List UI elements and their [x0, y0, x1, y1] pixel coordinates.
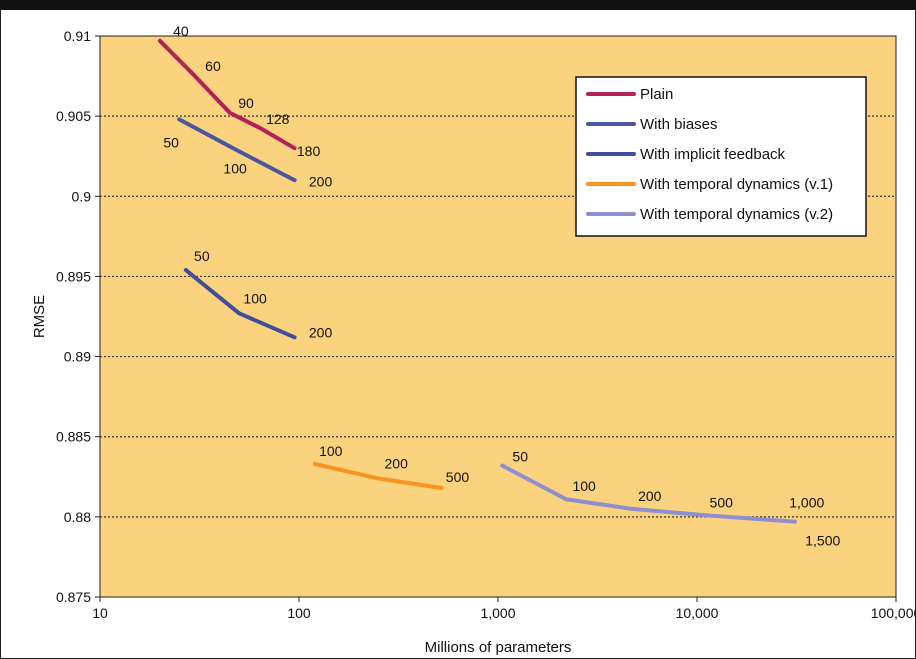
point-labels: 40 60 90 128 180 50 100 200 50 100 200 100 200 500 50 1…	[163, 23, 840, 549]
y-tick-label: 0.895	[56, 268, 91, 284]
y-tick-label: 0.9	[72, 188, 92, 204]
series-lines	[157, 38, 797, 524]
y-tick-label: 0.885	[56, 429, 91, 445]
data-point-label: 1,500	[805, 533, 840, 549]
data-point-label: 50	[512, 449, 528, 465]
data-point-label: 200	[309, 324, 333, 340]
data-point-label: 180	[297, 143, 321, 159]
x-tick-label: 10,000	[676, 605, 719, 621]
legend-entry: With temporal dynamics (v.2)	[640, 206, 833, 223]
data-point-label: 40	[173, 23, 189, 39]
data-point-label: 500	[446, 469, 470, 485]
x-tick-label: 100,000	[871, 605, 916, 621]
y-tick-label: 0.91	[64, 28, 91, 44]
x-axis-label: Millions of parameters	[425, 639, 572, 656]
data-point-label: 200	[309, 173, 333, 189]
data-point-label: 500	[710, 494, 734, 510]
data-point-label: 200	[638, 488, 662, 504]
data-point-label: 100	[243, 290, 267, 306]
y-tick-label: 0.89	[64, 349, 91, 365]
legend-entry: With temporal dynamics (v.1)	[640, 176, 833, 193]
series-line	[157, 38, 297, 151]
legend-entry: With biases	[640, 116, 718, 133]
legend-entry: Plain	[640, 86, 673, 103]
series-line	[177, 117, 297, 183]
data-point-label: 50	[163, 134, 179, 150]
data-point-label: 90	[238, 95, 254, 111]
x-tick-label: 10	[92, 605, 108, 621]
data-point-label: 100	[319, 443, 343, 459]
axes: 0.875 0.88 0.885 0.89 0.895 0.9 0.905 0.91 10 100…	[56, 28, 916, 621]
data-point-label: 100	[572, 478, 596, 494]
x-tick-label: 100	[287, 605, 311, 621]
data-point-label: 200	[385, 455, 409, 471]
y-tick-label: 0.875	[56, 589, 91, 605]
y-axis-label: RMSE	[31, 295, 48, 338]
series-line	[312, 461, 444, 491]
x-tick-label: 1,000	[480, 605, 515, 621]
data-point-label: 128	[266, 111, 290, 127]
series-line	[183, 268, 297, 340]
legend-box	[575, 76, 867, 237]
series-line	[500, 463, 797, 524]
legend-entry: With implicit feedback	[640, 146, 786, 163]
chart-top-bar	[0, 0, 916, 10]
y-tick-label: 0.88	[64, 509, 91, 525]
data-point-label: 50	[194, 248, 210, 264]
legend: Plain With biases With implicit feedback Wi…	[575, 76, 867, 237]
y-tick-label: 0.905	[56, 108, 91, 124]
data-point-label: 60	[205, 58, 221, 74]
data-point-label: 1,000	[789, 495, 824, 511]
data-point-label: 100	[223, 160, 247, 176]
